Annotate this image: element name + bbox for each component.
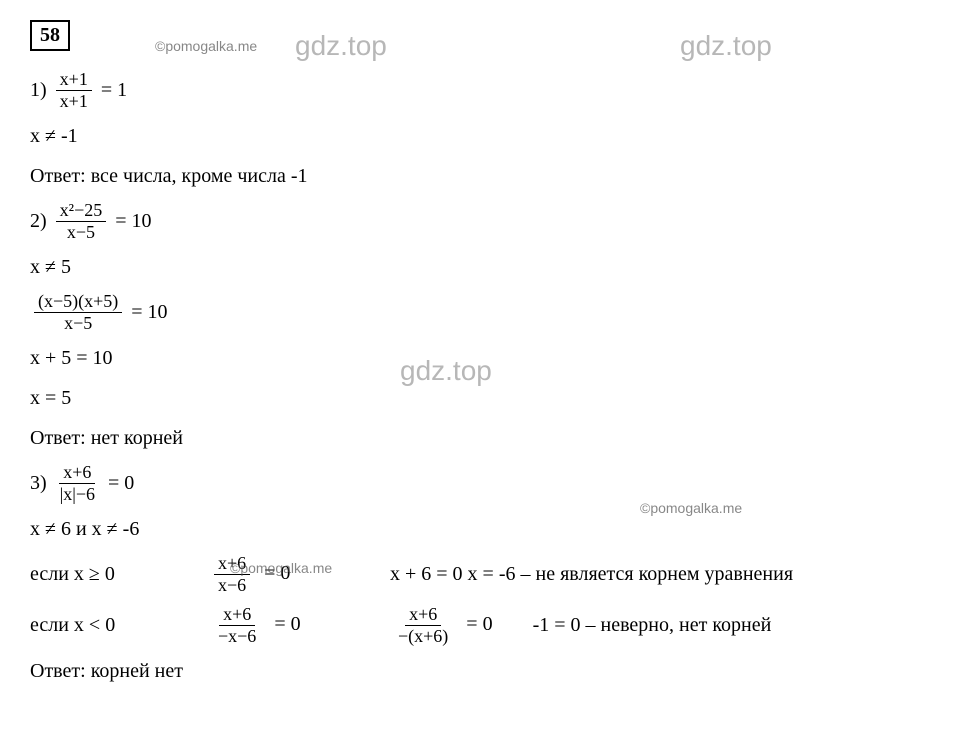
case-condition: если x ≥ 0 bbox=[30, 563, 170, 586]
part2-answer: Ответ: нет корней bbox=[30, 422, 930, 454]
denominator: x−5 bbox=[63, 222, 99, 243]
part2-step2: x + 5 = 10 bbox=[30, 342, 930, 374]
part3-constraint: x ≠ 6 и x ≠ -6 bbox=[30, 513, 930, 545]
case-result: -1 = 0 – неверно, нет корней bbox=[533, 614, 930, 637]
part2-step1: (x−5)(x+5) x−5 = 10 bbox=[30, 291, 930, 334]
part2-equation: 2) x²−25 x−5 = 10 bbox=[30, 200, 930, 243]
denominator: x−6 bbox=[214, 575, 250, 596]
fraction: x+6 x−6 bbox=[214, 553, 250, 596]
part3-equation: 3) x+6 |x|−6 = 0 bbox=[30, 462, 930, 505]
part1-answer: Ответ: все числа, кроме числа -1 bbox=[30, 160, 930, 192]
answer-text: корней нет bbox=[91, 660, 183, 683]
answer-text: нет корней bbox=[91, 427, 183, 450]
fraction: x+6 −(x+6) bbox=[394, 604, 452, 647]
denominator: x−5 bbox=[60, 313, 96, 334]
denominator: −(x+6) bbox=[394, 626, 452, 647]
case-fraction-a: x+6 −x−6 = 0 bbox=[210, 604, 350, 647]
answer-label: Ответ: bbox=[30, 660, 86, 683]
part3-answer: Ответ: корней нет bbox=[30, 655, 930, 687]
part2-constraint: x ≠ 5 bbox=[30, 251, 930, 283]
numerator: x+6 bbox=[219, 604, 255, 626]
eq-rhs: = 0 bbox=[264, 562, 290, 584]
part3-case2: если x < 0 x+6 −x−6 = 0 x+6 −(x+6) = 0 -… bbox=[30, 604, 930, 647]
case-condition: если x < 0 bbox=[30, 614, 170, 637]
part-label: 1) bbox=[30, 79, 47, 102]
numerator: x+6 bbox=[59, 462, 95, 484]
case-result: x + 6 = 0 x = -6 – не является корнем ур… bbox=[390, 563, 930, 586]
fraction: (x−5)(x+5) x−5 bbox=[34, 291, 122, 334]
denominator: −x−6 bbox=[214, 626, 260, 647]
fraction: x+6 |x|−6 bbox=[56, 462, 99, 505]
numerator: (x−5)(x+5) bbox=[34, 291, 122, 313]
numerator: x+6 bbox=[405, 604, 441, 626]
case-fraction: x+6 x−6 = 0 bbox=[210, 553, 350, 596]
answer-label: Ответ: bbox=[30, 165, 86, 188]
denominator: |x|−6 bbox=[56, 484, 99, 505]
numerator: x+1 bbox=[56, 69, 92, 91]
fraction: x²−25 x−5 bbox=[56, 200, 107, 243]
case-fraction-b: x+6 −(x+6) = 0 bbox=[390, 604, 493, 647]
denominator: x+1 bbox=[56, 91, 92, 112]
watermark-pomogalka: ©pomogalka.me bbox=[155, 38, 257, 54]
problem-number: 58 bbox=[30, 20, 70, 51]
eq-rhs: = 0 bbox=[108, 472, 134, 495]
eq-rhs: = 0 bbox=[466, 613, 492, 635]
eq-rhs: = 10 bbox=[115, 210, 151, 233]
answer-text: все числа, кроме числа -1 bbox=[91, 165, 308, 188]
watermark-gdz: gdz.top bbox=[680, 30, 772, 62]
part-label: 3) bbox=[30, 472, 47, 495]
part2-step3: x = 5 bbox=[30, 382, 930, 414]
numerator: x+6 bbox=[214, 553, 250, 575]
eq-rhs: = 10 bbox=[131, 301, 167, 324]
part1-constraint: x ≠ -1 bbox=[30, 120, 930, 152]
numerator: x²−25 bbox=[56, 200, 107, 222]
eq-rhs: = 0 bbox=[274, 613, 300, 635]
eq-rhs: = 1 bbox=[101, 79, 127, 102]
fraction: x+6 −x−6 bbox=[214, 604, 260, 647]
part3-case1: если x ≥ 0 x+6 x−6 = 0 x + 6 = 0 x = -6 … bbox=[30, 553, 930, 596]
part-label: 2) bbox=[30, 210, 47, 233]
fraction: x+1 x+1 bbox=[56, 69, 92, 112]
answer-label: Ответ: bbox=[30, 427, 86, 450]
part1-equation: 1) x+1 x+1 = 1 bbox=[30, 69, 930, 112]
watermark-gdz: gdz.top bbox=[295, 30, 387, 62]
